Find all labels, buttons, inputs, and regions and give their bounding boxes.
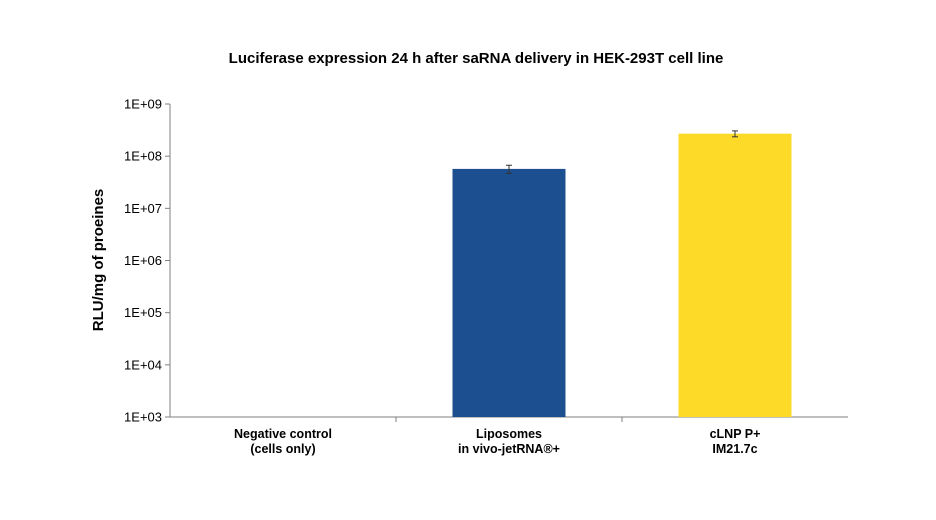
x-tick-label: Negative control (cells only) bbox=[234, 427, 332, 456]
chart-title: Luciferase expression 24 h after saRNA d… bbox=[229, 50, 724, 67]
bar bbox=[452, 168, 566, 417]
y-tick-label: 1E+09 bbox=[124, 97, 162, 112]
bar bbox=[678, 133, 792, 417]
y-tick-label: 1E+05 bbox=[124, 305, 162, 320]
y-axis-label: RLU/mg of proeines bbox=[90, 189, 107, 332]
x-tick-label: Liposomes in vivo-jetRNA®+ bbox=[458, 427, 560, 456]
y-tick-label: 1E+06 bbox=[124, 253, 162, 268]
y-tick-label: 1E+07 bbox=[124, 201, 162, 216]
y-tick-label: 1E+04 bbox=[124, 357, 162, 372]
x-tick-label: cLNP P+ IM21.7c bbox=[710, 427, 761, 456]
plot-area: 1E+03 1E+04 1E+05 1E+06 1E+07 1E+08 1E+09 Negat… bbox=[124, 97, 848, 456]
y-tick-label: 1E+03 bbox=[124, 410, 162, 425]
y-tick-label: 1E+08 bbox=[124, 149, 162, 164]
